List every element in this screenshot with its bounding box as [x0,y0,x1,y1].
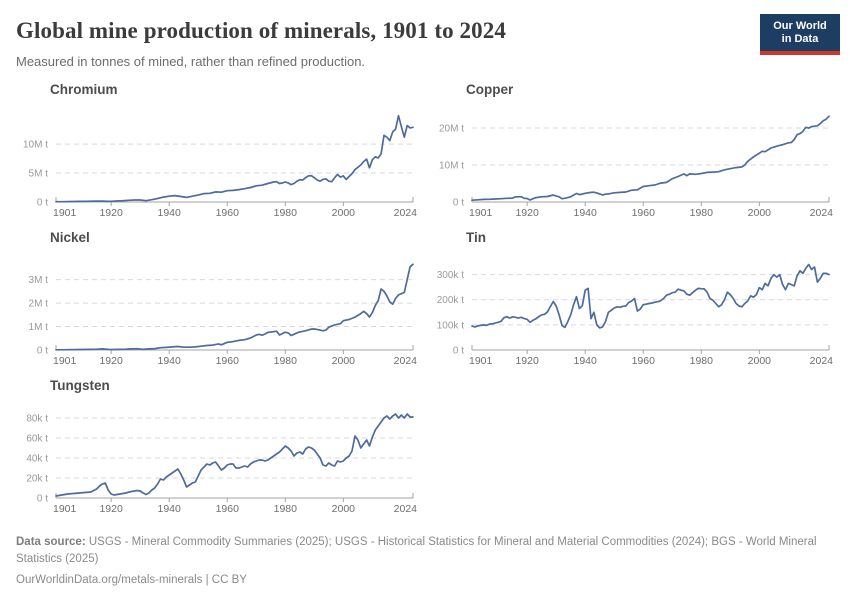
x-tick-label: 2024 [810,207,834,219]
data-line [55,114,414,203]
chart-title-chromium: Chromium [50,82,118,97]
chart-copper: Copper 0 t 10M t 20M t 1901 1920 1940 1960 1980… [432,80,834,228]
x-tick-label: 1901 [53,355,77,367]
owid-logo-line1: Our World [773,20,827,32]
y-tick-label: 300k t [437,270,464,281]
y-tick-label: 100k t [437,320,464,331]
data-line [55,263,414,351]
y-tick-label: 20k t [26,474,48,485]
x-tick-label: 1960 [216,355,240,367]
x-tick-label: 2000 [332,503,356,515]
x-tick-label: 1980 [274,207,298,219]
x-tick-label: 1940 [158,355,182,367]
y-tick-label: 3M t [29,275,49,286]
citation-separator: | [202,574,212,586]
owid-logo-line2: in Data [781,33,819,45]
x-tick-label: 2000 [332,207,356,219]
x-tick-label: 2000 [748,207,772,219]
tin-line-chart: 0 t 100k t 200k t 300k t 1901 1920 1940 1960 198… [437,263,834,367]
x-tick-label: 1920 [515,207,539,219]
x-tick-label: 2000 [332,355,356,367]
page-subtitle: Measured in tonnes of mined, rather than… [16,54,366,69]
x-tick-label: 1940 [574,207,598,219]
copper-line-chart: 0 t 10M t 20M t 1901 1920 1940 1960 1980 2000 202… [439,115,834,219]
x-tick-label: 2000 [748,355,772,367]
x-tick-label: 1960 [632,207,656,219]
x-tick-label: 1920 [515,355,539,367]
chart-title-tin: Tin [466,230,486,245]
y-tick-label: 0 t [453,198,464,209]
chromium-line-chart: 0 t 5M t 10M t 1901 1920 1940 1960 1980 2000 2024 [23,114,418,219]
data-line [471,263,830,329]
x-tick-label: 1920 [99,355,123,367]
chart-title-copper: Copper [466,82,514,97]
citation-line: OurWorldinData.org/metals-minerals | CC … [16,572,834,589]
x-tick-label: 2024 [394,207,418,219]
x-tick-label: 2024 [394,503,418,515]
data-source-line: Data source: USGS - Mineral Commodity Su… [16,534,834,568]
y-tick-label: 1M t [29,322,49,333]
chart-tin: Tin 0 t 100k t 200k t 300k t 1901 1920 1940 196… [432,228,834,376]
tungsten-line-chart: 0 t 20k t 40k t 60k t 80k t 1901 1920 1940 1960 1… [26,413,418,515]
charts-grid: Chromium 0 t 5M t 10M t 1901 1920 1940 1960 198… [16,80,834,524]
y-tick-label: 2M t [29,299,49,310]
y-tick-label: 0 t [37,346,48,357]
x-tick-label: 1901 [53,503,77,515]
y-tick-label: 0 t [453,346,464,357]
x-tick-label: 1940 [158,503,182,515]
data-line [471,115,830,202]
y-tick-label: 0 t [37,198,48,209]
x-tick-label: 2024 [394,355,418,367]
owid-logo[interactable]: Our World in Data [760,14,840,55]
x-tick-label: 1920 [99,503,123,515]
chart-chromium: Chromium 0 t 5M t 10M t 1901 1920 1940 1960 198… [16,80,432,228]
x-tick-label: 2024 [810,355,834,367]
y-tick-label: 40k t [26,454,48,465]
data-source-label: Data source: [16,536,86,548]
chart-title-nickel: Nickel [50,230,90,245]
y-tick-label: 5M t [29,169,49,180]
y-tick-label: 200k t [437,295,464,306]
x-tick-label: 1920 [99,207,123,219]
owid-url-link[interactable]: OurWorldinData.org/metals-minerals [16,574,203,586]
x-tick-label: 1940 [574,355,598,367]
x-tick-label: 1960 [216,503,240,515]
x-tick-label: 1980 [274,503,298,515]
x-tick-label: 1980 [274,355,298,367]
x-tick-label: 1901 [469,355,493,367]
y-tick-label: 80k t [26,414,48,425]
y-tick-label: 10M t [23,140,48,151]
header: Global mine production of minerals, 1901… [0,0,850,70]
x-tick-label: 1901 [53,207,77,219]
license-link[interactable]: CC BY [211,574,247,586]
chart-nickel: Nickel 0 t 1M t 2M t 3M t 1901 1920 1940 1960 19… [16,228,432,376]
y-tick-label: 60k t [26,434,48,445]
data-source-text: USGS - Mineral Commodity Summaries (2025… [16,536,817,565]
y-tick-label: 10M t [439,161,464,172]
x-tick-label: 1901 [469,207,493,219]
data-line [55,413,414,497]
y-tick-label: 20M t [439,124,464,135]
y-tick-label: 0 t [37,494,48,505]
x-tick-label: 1980 [690,355,714,367]
footer: Data source: USGS - Mineral Commodity Su… [16,534,834,589]
chart-tungsten: Tungsten 0 t 20k t 40k t 60k t 80k t 1901 1920… [16,376,432,524]
nickel-line-chart: 0 t 1M t 2M t 3M t 1901 1920 1940 1960 1980 2000 2… [29,263,418,367]
chart-title-tungsten: Tungsten [50,378,110,393]
x-tick-label: 1960 [216,207,240,219]
x-tick-label: 1980 [690,207,714,219]
page-title: Global mine production of minerals, 1901… [16,18,506,43]
x-tick-label: 1940 [158,207,182,219]
x-tick-label: 1960 [632,355,656,367]
